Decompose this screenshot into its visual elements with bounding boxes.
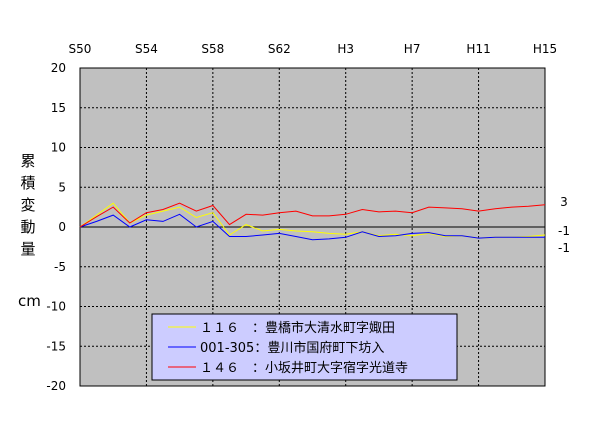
y-axis-unit: cm <box>18 292 41 310</box>
x-tick-label: H15 <box>533 42 557 56</box>
y-tick-label: 10 <box>51 141 66 155</box>
y-tick-label: 5 <box>58 180 66 194</box>
legend-entry: １１６ ：豊橋市大清水町字娵田 <box>200 320 395 336</box>
y-axis-label-char: 積 <box>20 174 35 192</box>
y-tick-label: -10 <box>46 300 66 314</box>
x-tick-labels: S50 S54 S58 S62 H3 H7 H11 H15 <box>69 42 558 56</box>
y-tick-labels: 20 15 10 5 0 -5 -10 -15 -20 <box>46 61 66 393</box>
x-tick-label: H11 <box>466 42 490 56</box>
y-axis-label-char: 累 <box>20 152 35 170</box>
x-tick-label: S58 <box>201 42 224 56</box>
x-tick-label: S62 <box>268 42 291 56</box>
legend-entry: １４６ ：小坂井町大字宿字光道寺 <box>200 360 408 376</box>
y-tick-label: 20 <box>51 61 66 75</box>
y-tick-label: -20 <box>46 379 66 393</box>
series-line-1 <box>79 213 545 241</box>
end-value-label: -1 <box>558 224 570 238</box>
x-tick-label: S50 <box>69 42 92 56</box>
y-tick-label: 0 <box>58 220 66 234</box>
y-axis-label-char: 変 <box>20 196 35 214</box>
end-value-label: 3 <box>560 195 568 209</box>
end-value-label: -1 <box>558 241 570 255</box>
series-line-2 <box>79 202 546 228</box>
y-tick-label: 15 <box>51 101 66 115</box>
y-tick-label: -5 <box>54 260 66 274</box>
y-axis-label-char: 動 <box>20 218 35 236</box>
end-value-labels: 3 -1 -1 <box>558 195 570 255</box>
legend-box <box>151 313 458 381</box>
legend: １１６ ：豊橋市大清水町字娵田 001-305：豊川市国府町下坊入 １４６ ：小坂井… <box>151 313 458 381</box>
y-tick-label: -15 <box>46 339 66 353</box>
y-axis-label-char: 量 <box>20 240 35 258</box>
x-tick-label: H7 <box>404 42 421 56</box>
x-tick-label: S54 <box>135 42 158 56</box>
series-lines <box>79 202 546 241</box>
legend-entry: 001-305：豊川市国府町下坊入 <box>200 340 384 356</box>
x-tick-label: H3 <box>337 42 354 56</box>
